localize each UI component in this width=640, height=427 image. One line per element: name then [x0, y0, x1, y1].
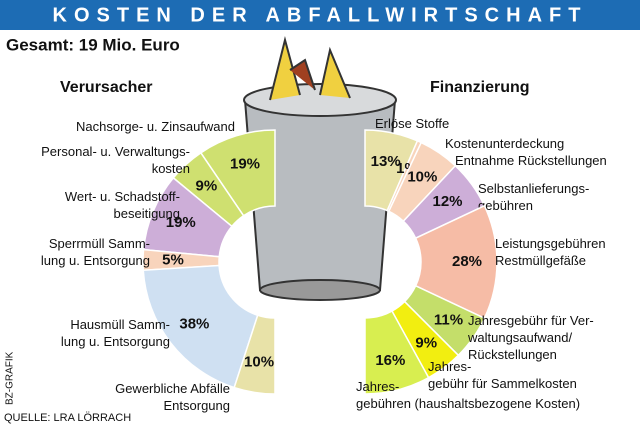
- chart-title: Finanzierung: [430, 79, 530, 96]
- chart-title: Verursacher: [60, 79, 153, 96]
- slice: [364, 310, 430, 395]
- category-label: Entnahme Rückstellungen: [455, 153, 607, 168]
- slice: [414, 204, 498, 320]
- value-label: 11%: [434, 312, 463, 329]
- category-label: Gewerbliche Abfälle Entsorgung: [115, 381, 230, 413]
- value-label: 5%: [162, 251, 184, 268]
- value-label: 12%: [433, 193, 463, 210]
- source: QUELLE: LRA LÖRRACH: [4, 412, 131, 424]
- value-label: 10%: [407, 169, 437, 186]
- category-label: Leistungsgebühren Restmüllgefäße: [495, 236, 606, 268]
- value-label: 19%: [166, 214, 196, 231]
- slice: [142, 264, 259, 389]
- page-title: KOSTEN DER ABFALLWIRTSCHAFT: [53, 4, 588, 26]
- value-label: 9%: [415, 335, 437, 352]
- category-label: Wert- u. Schadstoff-beseitigung: [65, 189, 180, 221]
- category-label: Hausmüll Samm-lung u. Entsorgung: [61, 317, 170, 349]
- value-label: 28%: [452, 253, 482, 270]
- trash-can: [243, 36, 397, 301]
- value-label: 13%: [371, 153, 401, 170]
- value-label: 16%: [375, 352, 405, 369]
- category-label: Jahres-gebühr für Sammelkosten: [428, 359, 577, 391]
- value-label: 10%: [244, 354, 274, 371]
- category-label: Personal- u. Verwaltungs-kosten: [41, 144, 190, 176]
- value-label: 38%: [179, 315, 209, 332]
- category-label: Jahres-gebühren (haushaltsbezogene Koste…: [356, 379, 580, 411]
- value-label: 9%: [196, 178, 218, 195]
- category-label: Sperrmüll Samm-lung u. Entsorgung: [41, 236, 150, 268]
- value-label: 19%: [230, 155, 260, 172]
- credit: BZ-GRAFIK: [5, 351, 16, 405]
- title-bar: [0, 0, 640, 30]
- category-label: Selbstanlieferungs-gebühren: [478, 181, 589, 213]
- slice: [233, 314, 276, 395]
- category-label: Kostenunterdeckung: [445, 136, 564, 151]
- category-label: Erlöse Stoffe: [375, 116, 449, 131]
- category-label: Nachsorge- u. Zinsaufwand: [76, 119, 235, 134]
- subtitle: Gesamt: 19 Mio. Euro: [6, 35, 180, 54]
- category-label: Jahresgebühr für Ver-waltungsaufwand/Rüc…: [467, 313, 594, 362]
